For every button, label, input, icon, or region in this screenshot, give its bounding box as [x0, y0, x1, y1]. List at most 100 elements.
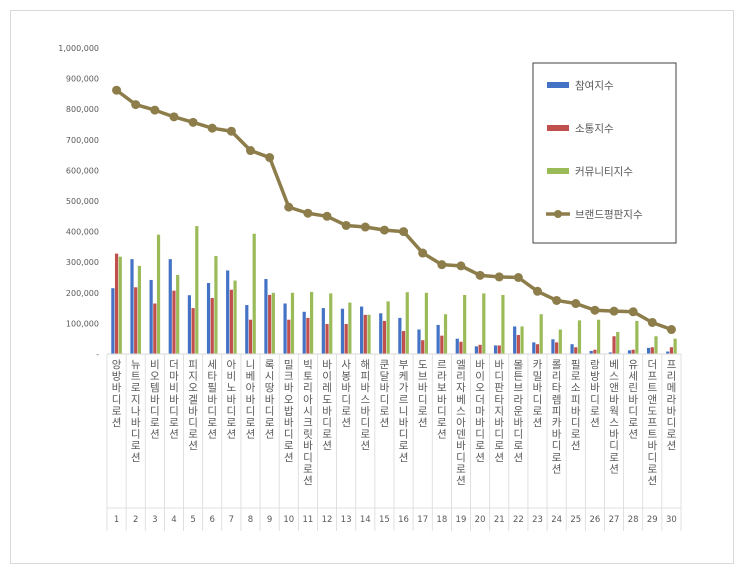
bar-2	[650, 347, 654, 354]
brand-index-point	[226, 126, 236, 136]
rank-label: 1	[114, 515, 119, 525]
bar-2	[229, 289, 233, 354]
bar-1	[647, 347, 651, 354]
y-tick-label: -	[96, 350, 99, 359]
brand-index-point	[418, 248, 428, 258]
brand-index-point	[341, 220, 351, 230]
legend-swatch	[547, 82, 569, 88]
brand-index-point	[628, 307, 638, 317]
bar-3	[233, 280, 237, 354]
rank-label: 14	[360, 515, 371, 525]
bar-3	[386, 301, 390, 354]
bar-1	[532, 342, 536, 354]
bar-3	[310, 291, 314, 354]
brand-index-point	[112, 85, 122, 95]
legend-marker	[554, 210, 562, 218]
y-tick-label: 500,000	[66, 197, 99, 206]
y-tick-label: 800,000	[66, 105, 99, 114]
bar-3	[195, 226, 199, 354]
bar-3	[424, 292, 428, 354]
y-tick-label: 600,000	[66, 166, 99, 175]
bar-2	[268, 294, 272, 354]
rank-label: 4	[171, 515, 176, 525]
rank-label: 19	[456, 515, 467, 525]
y-tick-label: 100,000	[66, 319, 99, 328]
bar-3	[443, 314, 448, 354]
bar-1	[360, 306, 364, 354]
brand-index-point	[379, 225, 389, 235]
chart-frame: - 100,000 200,000 300,000 400,000 500,000 600,…	[10, 10, 734, 564]
legend-swatch	[547, 125, 569, 131]
rank-label: 10	[283, 515, 294, 525]
brand-index-line	[112, 85, 676, 335]
rank-label: 20	[475, 515, 486, 525]
brand-index-point	[666, 325, 676, 335]
rank-label: 7	[229, 515, 234, 525]
bar-1	[513, 326, 517, 354]
legend-swatch	[547, 168, 569, 174]
bar-3	[577, 320, 582, 354]
rank-label: 22	[513, 515, 524, 525]
rank-label: 18	[436, 515, 447, 525]
bar-2	[382, 320, 387, 354]
brand-index-point	[533, 286, 542, 296]
bar-1	[340, 308, 345, 354]
brand-index-point	[609, 306, 619, 316]
brand-index-point	[590, 305, 600, 315]
rank-label: 17	[417, 515, 428, 525]
bars	[111, 226, 677, 354]
rank-label: 21	[494, 515, 505, 525]
brand-index-point	[303, 208, 313, 218]
bar-1	[493, 345, 498, 354]
bar-2	[210, 298, 214, 354]
brand-index-point	[150, 105, 160, 115]
bar-1	[398, 317, 402, 354]
brand-index-point	[475, 270, 485, 280]
rank-label: 15	[379, 515, 390, 525]
bar-3	[271, 292, 275, 354]
brand-index-point	[246, 146, 255, 156]
bar-3	[348, 302, 352, 354]
bar-2	[134, 287, 138, 354]
bar-1	[627, 350, 632, 354]
bar-3	[156, 234, 161, 354]
bar-1	[455, 338, 459, 354]
y-tick-label: 400,000	[66, 228, 99, 237]
bar-2	[555, 342, 559, 354]
bar-2	[363, 314, 367, 354]
bar-2	[172, 290, 176, 354]
brand-index-point	[647, 317, 657, 327]
y-tick-label: 300,000	[66, 258, 99, 267]
bar-2	[153, 303, 157, 354]
rank-label: 3	[152, 515, 157, 525]
bar-2	[612, 336, 616, 354]
brand-index-point	[265, 153, 275, 163]
bar-3	[176, 275, 180, 354]
bar-2	[574, 347, 578, 354]
brand-index-point	[131, 100, 141, 110]
bar-1	[321, 308, 325, 354]
brand-index-point	[494, 272, 504, 282]
bar-1	[666, 351, 670, 354]
bar-2	[478, 344, 482, 354]
legend-label: 소통지수	[575, 123, 614, 135]
rank-label: 5	[190, 515, 195, 525]
bar-2	[421, 340, 425, 354]
